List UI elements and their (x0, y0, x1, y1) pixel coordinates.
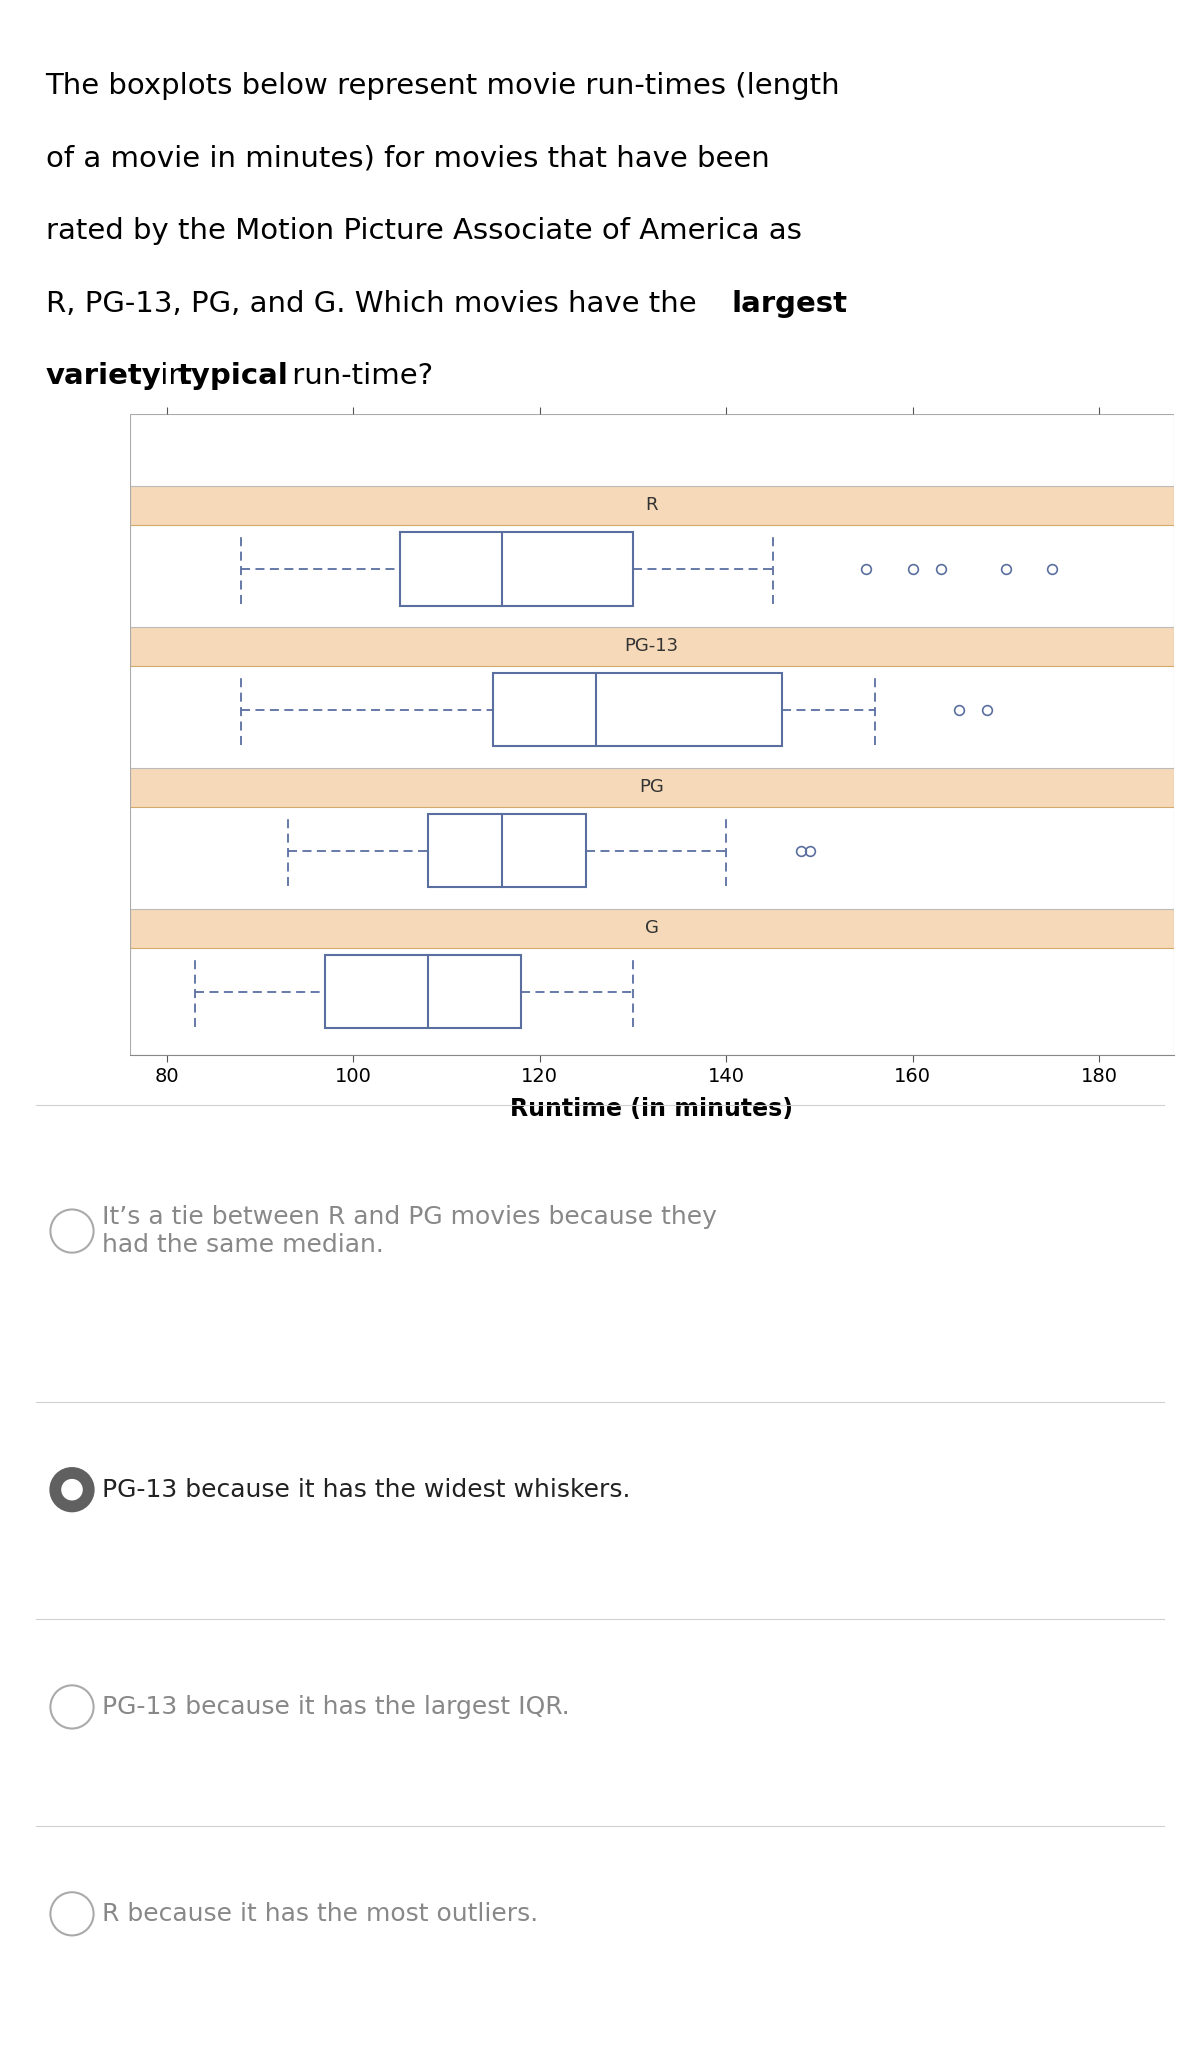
Text: PG-13 because it has the widest whiskers.: PG-13 because it has the widest whiskers… (102, 1477, 630, 1502)
Bar (428, 813, 587, 888)
Bar (493, 672, 782, 747)
Text: of a movie in minutes) for movies that have been: of a movie in minutes) for movies that h… (46, 145, 769, 174)
Text: typical: typical (178, 362, 288, 391)
Bar (130, 526, 1174, 612)
Text: PG-13 because it has the largest IQR.: PG-13 because it has the largest IQR. (102, 1695, 570, 1719)
Bar (400, 532, 632, 606)
Bar (130, 627, 1174, 666)
Text: R, PG-13, PG, and G. Which movies have the: R, PG-13, PG, and G. Which movies have t… (46, 290, 706, 319)
Bar (130, 807, 1174, 894)
Ellipse shape (50, 1686, 94, 1728)
Text: R: R (646, 497, 658, 515)
Ellipse shape (50, 1893, 94, 1935)
Bar (130, 908, 1174, 948)
Text: PG-13: PG-13 (624, 637, 679, 656)
Text: R because it has the most outliers.: R because it has the most outliers. (102, 1901, 539, 1926)
Text: It’s a tie between R and PG movies because they
had the same median.: It’s a tie between R and PG movies becau… (102, 1204, 716, 1258)
Text: variety: variety (46, 362, 161, 391)
Bar (130, 666, 1174, 753)
Ellipse shape (50, 1469, 94, 1510)
Text: largest: largest (732, 290, 848, 319)
Text: run-time?: run-time? (283, 362, 433, 391)
Text: rated by the Motion Picture Associate of America as: rated by the Motion Picture Associate of… (46, 217, 802, 246)
Text: G: G (644, 919, 659, 937)
Bar (325, 956, 521, 1028)
Ellipse shape (50, 1210, 94, 1252)
X-axis label: Runtime (in minutes): Runtime (in minutes) (510, 1097, 793, 1121)
Bar (130, 486, 1174, 526)
Text: The boxplots below represent movie run-times (length: The boxplots below represent movie run-t… (46, 72, 840, 101)
Bar (130, 768, 1174, 807)
Ellipse shape (61, 1479, 83, 1500)
Text: in: in (151, 362, 197, 391)
Bar (130, 948, 1174, 1034)
Text: PG: PG (640, 778, 664, 797)
